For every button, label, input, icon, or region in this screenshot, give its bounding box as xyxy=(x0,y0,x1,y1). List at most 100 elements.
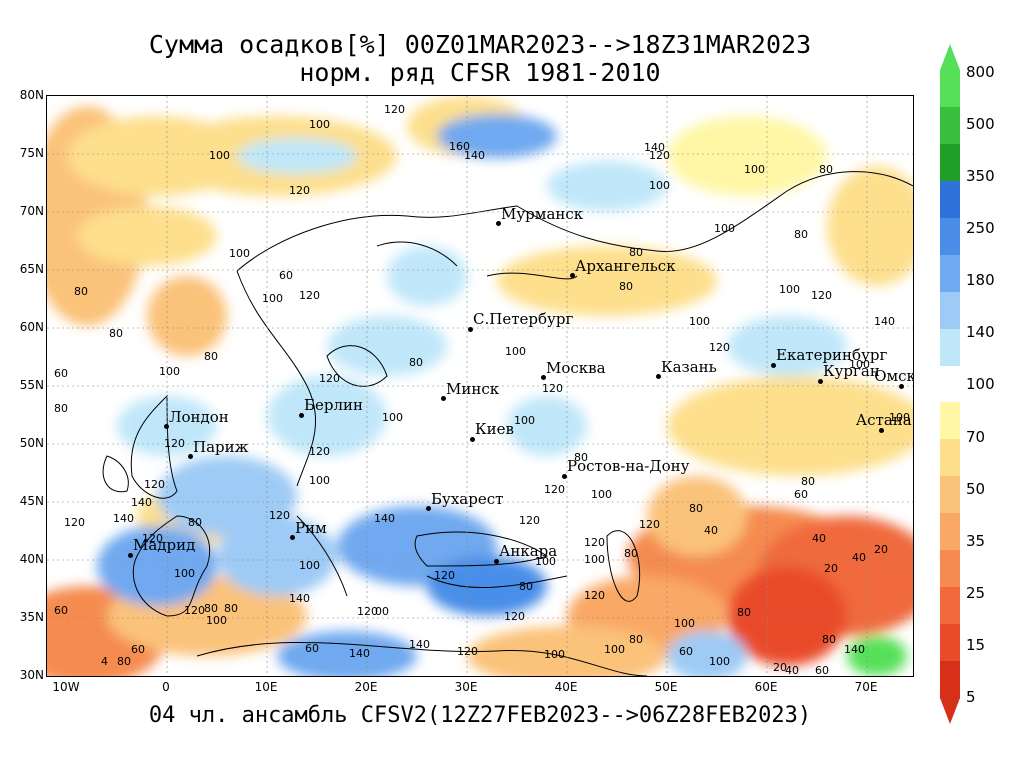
contour-value-label: 80 xyxy=(794,228,808,242)
lat-tick-label: 55N xyxy=(19,378,44,392)
contour-value-label: 120 xyxy=(457,644,478,658)
colorbar-tick-label: 350 xyxy=(966,167,995,185)
lat-tick-label: 30N xyxy=(19,668,44,682)
contour-value-label: 100 xyxy=(535,555,556,569)
contour-value-label: 100 xyxy=(309,118,330,131)
city-label: Париж xyxy=(193,437,249,456)
contour-value-label: 100 xyxy=(209,149,230,163)
contour-value-label: 20 xyxy=(773,660,787,674)
colorbar-tick-label: 250 xyxy=(966,219,995,237)
contour-value-label: 120 xyxy=(64,515,85,529)
contour-value-label: 40 xyxy=(852,550,866,564)
city-label: Архангельск xyxy=(575,256,676,275)
colorbar-swatch xyxy=(940,365,960,403)
contour-value-label: 60 xyxy=(131,643,145,657)
lon-tick-label: 50E xyxy=(654,680,678,694)
lon-tick-label: 30E xyxy=(454,680,478,694)
contour-value-label: 40 xyxy=(812,532,826,546)
city-label: Казань xyxy=(661,357,717,376)
city-marker xyxy=(493,558,499,564)
contour-value-label: 140 xyxy=(874,315,895,329)
colorbar-swatch xyxy=(940,587,960,625)
contour-value-label: 80 xyxy=(619,280,633,294)
contour-value-label: 100 xyxy=(674,616,695,630)
contour-value-label: 120 xyxy=(504,609,525,623)
contour-value-label: 140 xyxy=(349,646,370,660)
colorbar-swatch xyxy=(940,402,960,440)
contour-value-label: 60 xyxy=(794,488,808,502)
contour-value-label: 100 xyxy=(174,566,195,580)
contour-value-label: 120 xyxy=(709,340,730,354)
city-label: Лондон xyxy=(169,407,229,426)
lat-tick-label: 40N xyxy=(19,552,44,566)
city-marker xyxy=(440,396,446,402)
contour-value-label: 40 xyxy=(785,664,799,677)
contour-value-label: 100 xyxy=(889,411,910,425)
contour-value-label: 100 xyxy=(649,179,670,193)
contour-value-label: 100 xyxy=(604,643,625,657)
contour-value-label: 100 xyxy=(689,315,710,329)
lat-tick-label: 80N xyxy=(19,88,44,102)
contour-value-label: 120 xyxy=(542,382,563,396)
contour-value-label: 120 xyxy=(584,535,605,549)
contour-value-label: 80 xyxy=(409,355,423,369)
contour-value-label: 100 xyxy=(299,558,320,572)
city-marker xyxy=(561,473,567,479)
colorbar-swatch xyxy=(940,254,960,293)
lon-tick-label: 70E xyxy=(854,680,878,694)
contour-value-label: 120 xyxy=(357,605,378,619)
city-label: Астана xyxy=(855,411,912,430)
city-label: Мурманск xyxy=(501,204,584,223)
city-label: Омск xyxy=(874,367,914,385)
contour-value-label: 120 xyxy=(649,149,670,163)
contour-value-label: 120 xyxy=(269,508,290,522)
city-marker xyxy=(298,412,304,418)
colorbar-swatch xyxy=(940,217,960,256)
contour-value-label: 120 xyxy=(319,372,340,386)
contour-value-label: 4 xyxy=(101,655,108,669)
city-marker xyxy=(495,221,501,227)
colorbar-tick-label: 180 xyxy=(966,271,995,289)
colorbar-swatch xyxy=(940,624,960,662)
contour-value-label: 100 xyxy=(709,655,730,669)
colorbar-swatch xyxy=(940,180,960,219)
contour-value-label: 120 xyxy=(142,532,163,546)
city-marker xyxy=(878,427,884,433)
colorbar-tick-label: 50 xyxy=(966,480,986,498)
map-footer: 04 чл. ансамбль CFSV2(12Z27FEB2023-->06Z… xyxy=(148,703,812,728)
contour-value-label: 80 xyxy=(801,475,815,489)
contour-value-label: 80 xyxy=(629,633,643,647)
colorbar-swatch xyxy=(940,513,960,551)
contour-value-label: 140 xyxy=(644,141,665,155)
contour-value-label: 120 xyxy=(584,588,605,602)
contour-value-label: 120 xyxy=(544,483,565,497)
contour-value-label: 120 xyxy=(519,513,540,527)
colorbar-swatch xyxy=(940,550,960,588)
contour-value-label: 120 xyxy=(144,477,165,491)
contour-value-label: 60 xyxy=(54,367,68,381)
lon-tick-label: 10E xyxy=(254,680,278,694)
city-marker xyxy=(467,326,473,332)
contour-value-label: 120 xyxy=(639,518,660,532)
lat-tick-label: 60N xyxy=(19,320,44,334)
city-marker xyxy=(425,506,431,512)
contour-value-label: 80 xyxy=(224,601,238,615)
contour-value-label: 80 xyxy=(54,402,68,416)
colorbar-bottom-arrow xyxy=(940,698,960,724)
city-marker xyxy=(770,362,776,368)
colorbar-tick-label: 800 xyxy=(966,63,995,81)
lat-tick-label: 70N xyxy=(19,204,44,218)
city-label: Киев xyxy=(475,420,514,439)
colorbar-swatch xyxy=(940,106,960,145)
contour-value-label: 100 xyxy=(744,163,765,177)
contour-value-label: 60 xyxy=(815,664,829,677)
city-label: Курган xyxy=(823,362,880,381)
contour-value-label: 140 xyxy=(131,496,152,510)
city-label: Бухарест xyxy=(431,489,504,508)
colorbar-tick-label: 70 xyxy=(966,428,986,446)
contour-value-label: 60 xyxy=(54,604,68,618)
contour-value-label: 120 xyxy=(309,445,330,459)
contour-value-label: 120 xyxy=(184,604,205,618)
contour-value-label: 80 xyxy=(109,326,123,340)
contour-value-label: 100 xyxy=(779,282,800,296)
